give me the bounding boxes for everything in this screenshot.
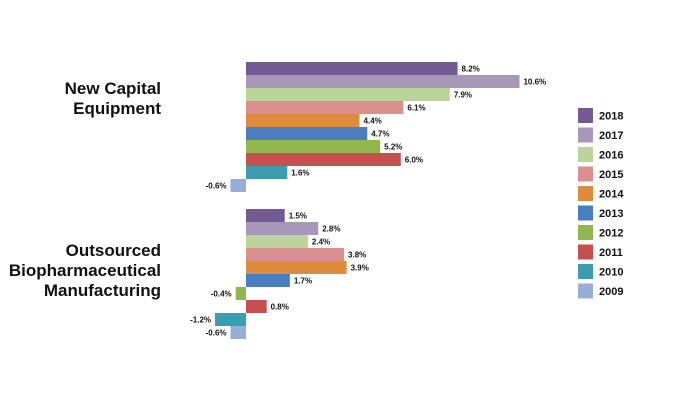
data-label-2011: 0.8% <box>271 303 289 312</box>
bar-2016 <box>246 88 450 101</box>
legend-label-2011: 2011 <box>599 247 623 259</box>
data-label-2017: 2.8% <box>322 225 340 234</box>
data-label-2015: 6.1% <box>407 104 425 113</box>
bar-2014 <box>246 114 360 127</box>
legend-label-2015: 2015 <box>599 169 623 181</box>
legend-label-2016: 2016 <box>599 150 623 162</box>
legend-label-2013: 2013 <box>599 208 623 220</box>
legend-label-2010: 2010 <box>599 267 623 279</box>
bar-2016 <box>246 235 308 248</box>
bar-2013 <box>246 274 290 287</box>
data-label-2014: 3.9% <box>351 264 369 273</box>
data-label-2014: 4.4% <box>364 117 382 126</box>
data-label-2016: 2.4% <box>312 238 330 247</box>
bar-2017 <box>246 75 520 88</box>
bar-2009 <box>230 326 246 339</box>
legend-label-2012: 2012 <box>599 228 623 240</box>
legend-swatch-2012 <box>578 225 593 240</box>
legend-swatch-2011 <box>578 244 593 260</box>
bar-2018 <box>246 209 285 222</box>
bar-2018 <box>246 62 458 75</box>
bar-2009 <box>230 179 246 192</box>
bar-2012 <box>235 287 246 300</box>
bar-2010 <box>215 313 246 326</box>
legend-label-2014: 2014 <box>599 189 624 201</box>
data-label-2016: 7.9% <box>454 91 472 100</box>
legend-label-2017: 2017 <box>599 130 623 142</box>
data-label-2011: 6.0% <box>405 156 423 165</box>
legend-swatch-2009 <box>578 283 593 299</box>
legend-swatch-2016 <box>578 147 593 162</box>
data-label-2013: 4.7% <box>371 130 389 139</box>
bar-2012 <box>246 140 381 153</box>
data-label-2012: -0.4% <box>211 290 232 299</box>
bar-2013 <box>246 127 368 140</box>
category-label: New Capital Equipment <box>65 79 162 118</box>
data-label-2017: 10.6% <box>523 78 546 87</box>
legend-label-2009: 2009 <box>599 286 623 298</box>
category-label: Outsourced Biopharmaceutical Manufacturing <box>9 241 161 300</box>
bar-2014 <box>246 261 347 274</box>
bar-2015 <box>246 248 345 261</box>
data-label-2012: 5.2% <box>384 143 402 152</box>
bar-2010 <box>246 166 288 179</box>
data-label-2018: 1.5% <box>289 212 307 221</box>
data-label-2015: 3.8% <box>348 251 366 260</box>
bar-2011 <box>246 153 401 166</box>
data-label-2018: 8.2% <box>462 65 480 74</box>
data-label-2013: 1.7% <box>294 277 312 286</box>
data-label-2009: -0.6% <box>206 182 227 191</box>
data-label-2009: -0.6% <box>206 329 227 338</box>
data-label-2010: 1.6% <box>291 169 309 178</box>
bar-2017 <box>246 222 319 235</box>
legend-swatch-2018 <box>578 108 593 123</box>
bar-2015 <box>246 101 404 114</box>
legend-swatch-2013 <box>578 205 593 221</box>
legend-swatch-2010 <box>578 264 593 279</box>
legend-swatch-2017 <box>578 127 593 143</box>
bar-2011 <box>246 300 267 313</box>
legend-swatch-2015 <box>578 166 593 182</box>
legend-label-2018: 2018 <box>599 111 623 123</box>
legend-swatch-2014 <box>578 186 593 201</box>
data-label-2010: -1.2% <box>190 316 211 325</box>
